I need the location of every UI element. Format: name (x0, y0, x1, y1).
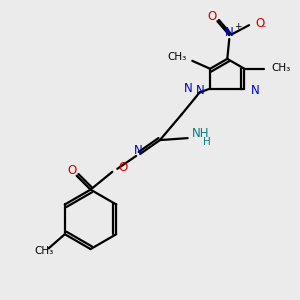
Text: CH₃: CH₃ (167, 52, 186, 62)
Text: N: N (184, 82, 193, 95)
Text: O: O (255, 17, 264, 30)
Text: O: O (118, 161, 128, 174)
Text: O: O (67, 164, 76, 177)
Text: N: N (134, 143, 142, 157)
Text: NH: NH (192, 127, 209, 140)
Text: CH₃: CH₃ (34, 246, 54, 256)
Text: +: + (234, 22, 242, 31)
Text: O: O (208, 10, 217, 23)
Text: H: H (202, 137, 210, 147)
Text: N: N (250, 84, 259, 97)
Text: N: N (225, 26, 234, 39)
Text: ⁻: ⁻ (260, 24, 266, 34)
Text: CH₃: CH₃ (271, 63, 290, 73)
Text: N: N (195, 84, 204, 97)
